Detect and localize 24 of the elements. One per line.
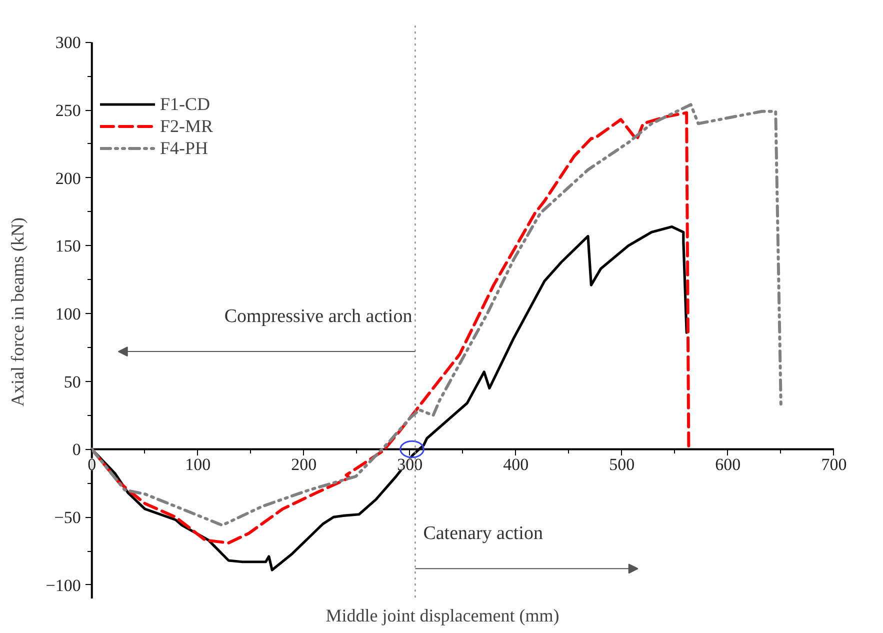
- y-tick-label: 0: [72, 440, 81, 460]
- y-tick-label: 250: [55, 101, 81, 120]
- y-tick-label: −50: [54, 508, 81, 528]
- y-axis-title: Axial force in beams (kN): [8, 218, 28, 406]
- y-tick-label: 100: [55, 304, 81, 324]
- x-axis-title: Middle joint displacement (mm): [326, 606, 560, 626]
- legend-label: F1-CD: [160, 93, 210, 115]
- x-tick-label: 0: [88, 455, 96, 474]
- legend-label: F2-MR: [160, 115, 214, 137]
- x-tick-label: 200: [291, 455, 317, 474]
- legend-label: F4-PH: [160, 137, 208, 159]
- annotation: Compressive arch action: [224, 306, 413, 328]
- x-tick-label: 100: [185, 455, 211, 474]
- x-tick-label: 400: [503, 455, 529, 474]
- y-tick-label: 200: [55, 168, 81, 188]
- x-tick-label: 600: [715, 455, 741, 474]
- y-tick-label: 50: [64, 372, 81, 392]
- x-tick-label: 500: [609, 455, 635, 474]
- y-tick-label: 150: [55, 236, 81, 256]
- x-tick-label: 700: [821, 455, 847, 474]
- y-tick-label: −100: [46, 576, 81, 595]
- y-tick-label: 300: [55, 33, 81, 52]
- x-tick-label: 300: [397, 455, 423, 474]
- annotation: Catenary action: [423, 523, 544, 544]
